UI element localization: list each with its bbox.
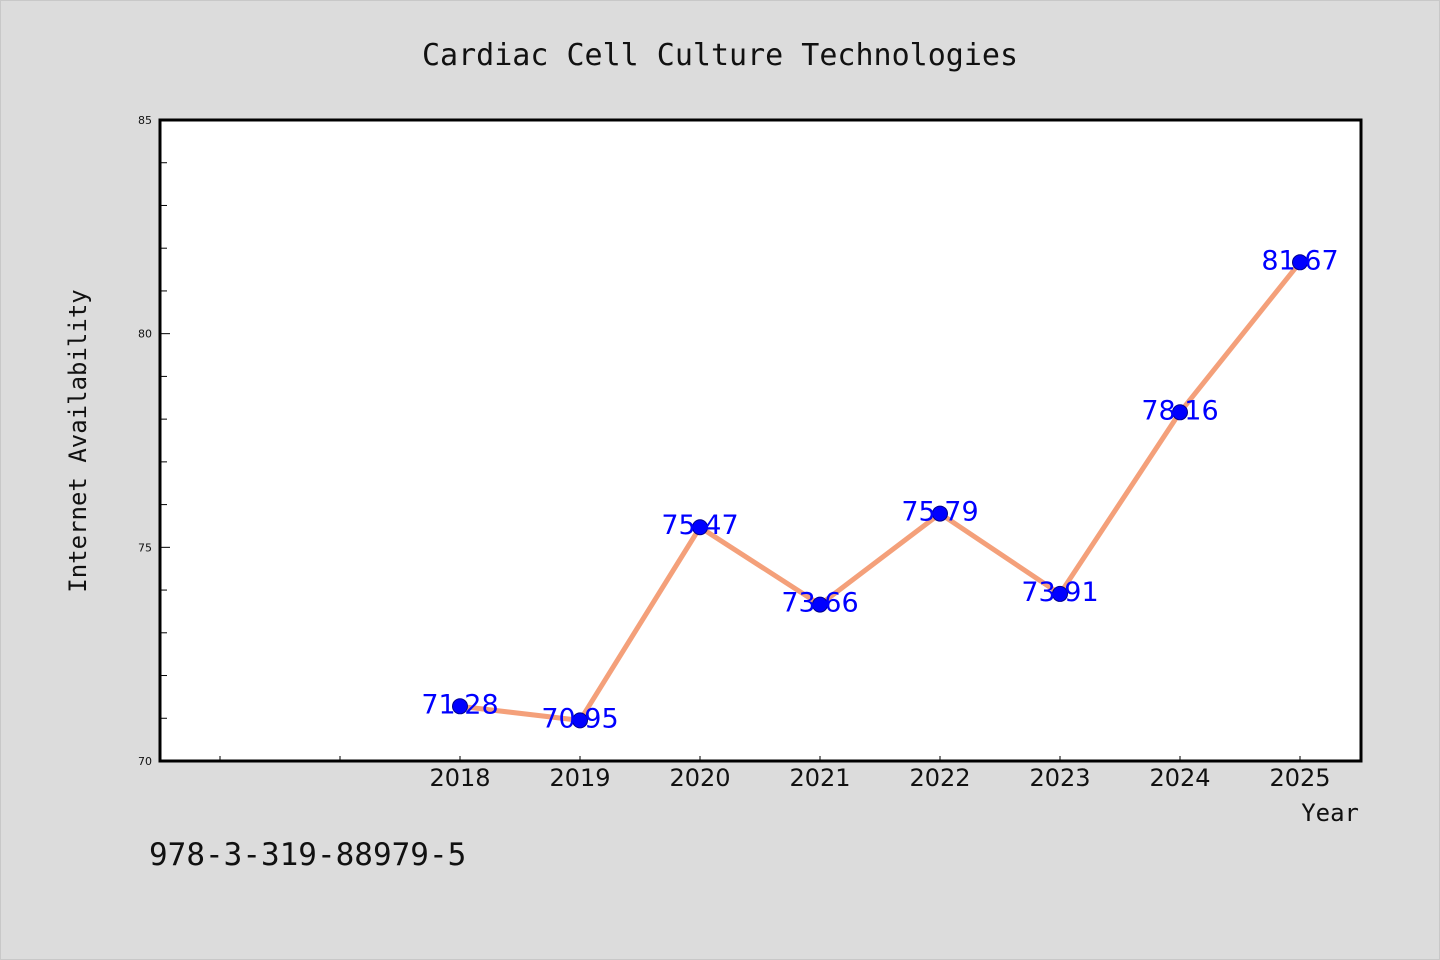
x-tick-label: 2024: [1149, 764, 1210, 792]
y-tick-label: 80: [138, 328, 152, 341]
data-label: 81.67: [1261, 245, 1338, 276]
chart-title: Cardiac Cell Culture Technologies: [422, 38, 1018, 73]
data-point-marker: [1172, 404, 1188, 421]
data-point-marker: [932, 505, 948, 522]
data-label: 73.66: [781, 588, 858, 619]
series-group: [452, 254, 1308, 729]
x-tick-label: 2022: [909, 764, 970, 792]
isbn-footnote: 978-3-319-88979-5: [149, 837, 466, 873]
plot-area: [158, 118, 1363, 763]
data-label: 70.95: [541, 703, 618, 734]
data-label: 75.79: [901, 497, 978, 528]
y-axis-title: Internet Availability: [64, 289, 92, 592]
x-tick-label: 2025: [1269, 764, 1330, 792]
y-tick-label: 85: [138, 114, 152, 127]
data-point-marker: [1292, 254, 1308, 271]
x-tick-label: 2023: [1029, 764, 1090, 792]
data-label: 78.16: [1141, 395, 1218, 426]
y-axis: 70 75 80 85: [138, 114, 170, 768]
data-point-marker: [812, 596, 828, 613]
x-tick-label: 2020: [669, 764, 730, 792]
x-tick-label: 2019: [549, 764, 610, 792]
x-tick-label: 2021: [789, 764, 850, 792]
data-label: 73.91: [1021, 577, 1098, 608]
y-tick-label: 70: [138, 755, 152, 768]
x-axis: 2018 2019 2020 2021 2022 2023 2024 2025: [219, 756, 1331, 792]
data-label: 71.28: [421, 689, 498, 720]
data-labels-group: 71.28 70.95 75.47 73.66 75.79 73.91 78.16 81.67: [421, 245, 1338, 734]
data-point-marker: [1052, 585, 1068, 602]
data-point-marker: [452, 698, 468, 715]
x-axis-title: Year: [1301, 799, 1359, 827]
data-label: 75.47: [661, 510, 738, 541]
data-point-marker: [572, 712, 588, 729]
x-tick-label: 2018: [429, 764, 490, 792]
series-line: [457, 259, 1303, 723]
data-point-marker: [692, 519, 708, 536]
y-tick-label: 75: [138, 541, 152, 554]
